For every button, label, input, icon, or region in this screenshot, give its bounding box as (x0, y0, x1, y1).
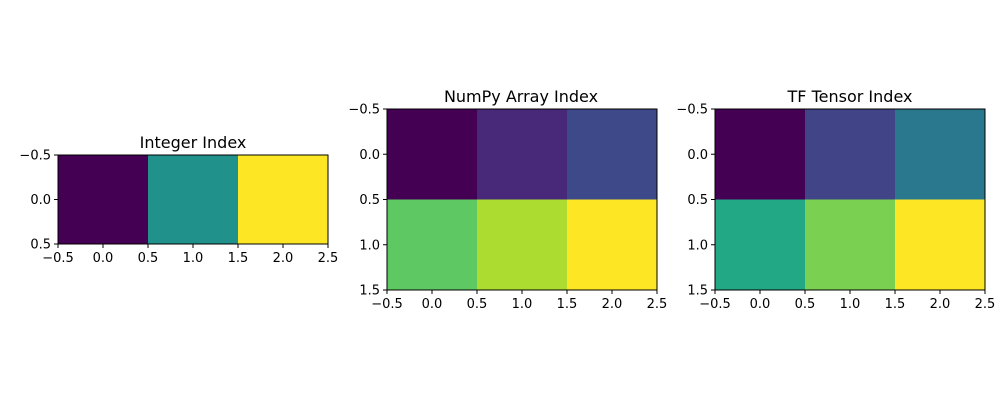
y-tick-label: 1.5 (359, 284, 380, 299)
heatmap-cell (387, 199, 477, 290)
heatmap-panel-tf-tensor-index: TF Tensor Index −0.5 0.0 0.5 1.0 1.5 2.0 2.5−0… (676, 87, 995, 312)
axis-ticks: −0.5 0.0 0.5 1.0 1.5 2.0 2.5 −0.5 0.0 0.5 (19, 149, 338, 267)
heatmap-cell (895, 109, 985, 200)
y-tick-label: 0.5 (359, 193, 380, 208)
x-tick-label: 0.5 (467, 297, 488, 312)
x-tick-label: 1.5 (228, 251, 249, 266)
x-tick-label: −0.5 (371, 297, 403, 312)
heatmap-cell (715, 109, 805, 200)
x-tick-label: −0.5 (42, 251, 74, 266)
axes-frame (714, 108, 986, 291)
heatmap-cells (58, 155, 328, 244)
y-tick-label: −0.5 (676, 103, 708, 118)
x-tick-label: 0.0 (422, 297, 443, 312)
heatmap-cell (238, 155, 328, 244)
x-tick-label: 2.0 (273, 251, 294, 266)
x-tick-label: 2.5 (318, 251, 339, 266)
heatmap-cell (477, 109, 567, 200)
x-tick-label: 0.5 (138, 251, 159, 266)
axis-ticks: −0.5 0.0 0.5 1.0 1.5 2.0 2.5 −0.5 0.0 0.5 1.0 1.5 (348, 103, 667, 313)
x-tick-label: 0.0 (93, 251, 114, 266)
heatmap-cell (567, 199, 657, 290)
x-tick-label: 0.5 (795, 297, 816, 312)
heatmap-cell (805, 199, 895, 290)
x-tick-label: 1.5 (557, 297, 578, 312)
x-tick-label: −0.5 (699, 297, 731, 312)
heatmap-cell (148, 155, 238, 244)
x-tick-label: 2.0 (602, 297, 623, 312)
y-tick-label: 0.0 (687, 148, 708, 163)
x-tick-label: 1.0 (512, 297, 533, 312)
y-tick-label: 0.0 (359, 148, 380, 163)
heatmap-cells (715, 109, 985, 290)
panel-title: Integer Index (140, 133, 247, 152)
axis-ticks: −0.5 0.0 0.5 1.0 1.5 2.0 2.5 −0.5 0.0 0.5 1.0 1.5 (676, 103, 995, 313)
x-tick-label: 1.5 (885, 297, 906, 312)
axes-frame (57, 154, 329, 245)
y-tick-label: 0.5 (687, 193, 708, 208)
x-tick-label: 0.0 (750, 297, 771, 312)
axes-frame (386, 108, 658, 291)
heatmap-panel-numpy-array-index: NumPy Array Index −0.5 0.0 0.5 1.0 1.5 2.0 2.5… (348, 87, 667, 312)
heatmap-cells (387, 109, 657, 290)
x-tick-label: 2.5 (975, 297, 996, 312)
heatmap-cell (567, 109, 657, 200)
y-tick-label: −0.5 (348, 103, 380, 118)
heatmap-cell (477, 199, 567, 290)
x-tick-label: 1.0 (840, 297, 861, 312)
y-tick-label: 0.0 (30, 193, 51, 208)
y-tick-label: 1.5 (687, 284, 708, 299)
y-tick-label: 1.0 (359, 238, 380, 253)
x-tick-label: 2.5 (647, 297, 668, 312)
panel-title: NumPy Array Index (444, 87, 598, 106)
heatmap-cell (805, 109, 895, 200)
x-tick-label: 1.0 (183, 251, 204, 266)
heatmap-cell (715, 199, 805, 290)
panel-title: TF Tensor Index (787, 87, 913, 106)
x-tick-label: 2.0 (930, 297, 951, 312)
heatmap-cell (58, 155, 148, 244)
y-tick-label: 1.0 (687, 238, 708, 253)
y-tick-label: −0.5 (19, 149, 51, 164)
heatmap-cell (895, 199, 985, 290)
y-tick-label: 0.5 (30, 238, 51, 253)
heatmap-cell (387, 109, 477, 200)
heatmap-panel-integer-index: Integer Index −0.5 0.0 0.5 1.0 1.5 2.0 2.5−0.5… (19, 133, 338, 266)
